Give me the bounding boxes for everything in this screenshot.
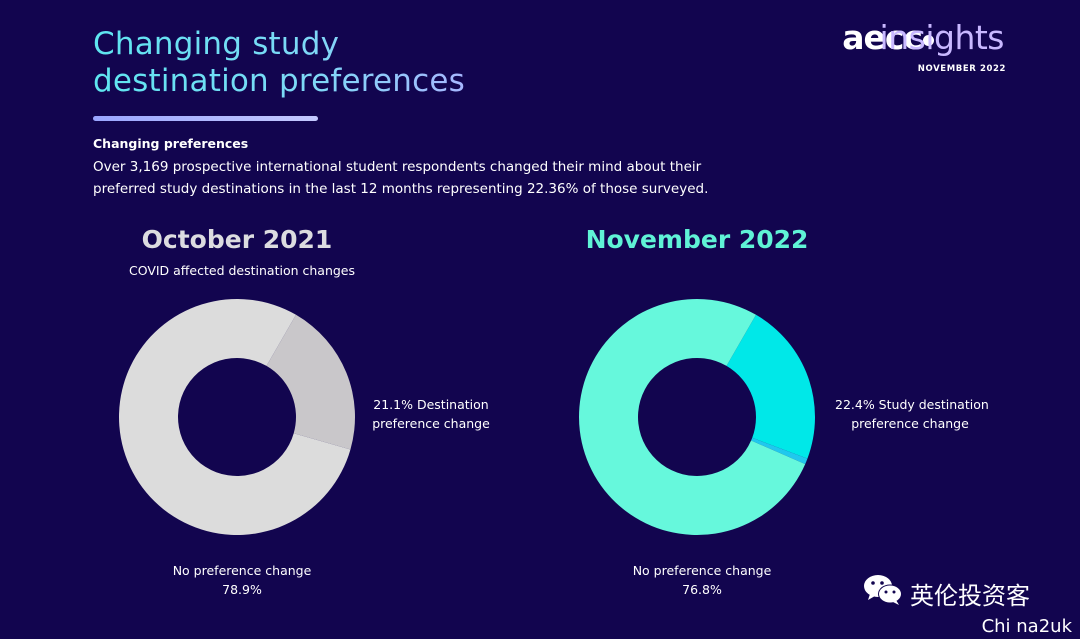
wechat-icon [864,575,902,605]
chart-oct-subtitle: COVID affected destination changes [128,263,356,278]
chart-nov-change-label: 22.4% Study destination preference chang… [835,395,989,433]
page-title: Changing study destination preferences [93,26,465,100]
chart-oct-change-label-line2: preference change [372,416,490,431]
chart-oct-title: October 2021 [141,225,333,254]
chart-nov-change-label-line2: preference change [851,416,969,431]
chart-oct-change-label-line1: 21.1% Destination [373,397,489,412]
logo-product: insights [879,18,1005,57]
intro-heading: Changing preferences [93,136,249,151]
aecc-insights-logo: aecc insights NOVEMBER 2022 [748,18,1008,78]
wechat-watermark: 英伦投资客 [862,572,1062,610]
watermark-text: 英伦投资客 [910,582,1030,610]
logo-brand: aecc [842,18,934,57]
chart-nov-nochange-label-line1: No preference change [632,563,772,578]
chart-nov-slice-2 [579,299,806,535]
page-title-line2: destination preferences [93,63,465,99]
chart-nov-slice-0 [726,314,815,459]
chart-oct-nochange-label-line1: No preference change [172,563,312,578]
chart-nov-nochange-label-line2: 76.8% [682,582,722,597]
chart-oct-nochange-label-line2: 78.9% [222,582,262,597]
chart-oct-slice-1 [118,299,351,535]
logo-date: NOVEMBER 2022 [917,64,1006,74]
logo-brand-text: aecc [842,18,923,57]
chart-oct-donut [118,299,355,535]
page-title-line1: Changing study [93,26,340,62]
intro-body: Over 3,169 prospective international stu… [93,156,753,200]
chart-oct-slice-0 [266,314,355,450]
chart-oct-nochange-label: No preference change 78.9% [167,561,317,599]
intro-line1: Over 3,169 prospective international stu… [93,159,702,175]
title-underline [93,116,318,121]
chart-nov-nochange-label: No preference change 76.8% [627,561,777,599]
chart-nov-change-label-line1: 22.4% Study destination [835,397,989,412]
chart-nov-donut [579,299,815,535]
chart-nov-slice-1 [751,437,808,465]
chart-oct-change-label: 21.1% Destination preference change [366,395,496,433]
logo-dot-icon [923,35,934,46]
intro-line2: preferred study destinations in the last… [93,181,709,197]
chart-nov-title: November 2022 [585,225,809,254]
watermark-id: Chi na2uk [981,616,1072,637]
